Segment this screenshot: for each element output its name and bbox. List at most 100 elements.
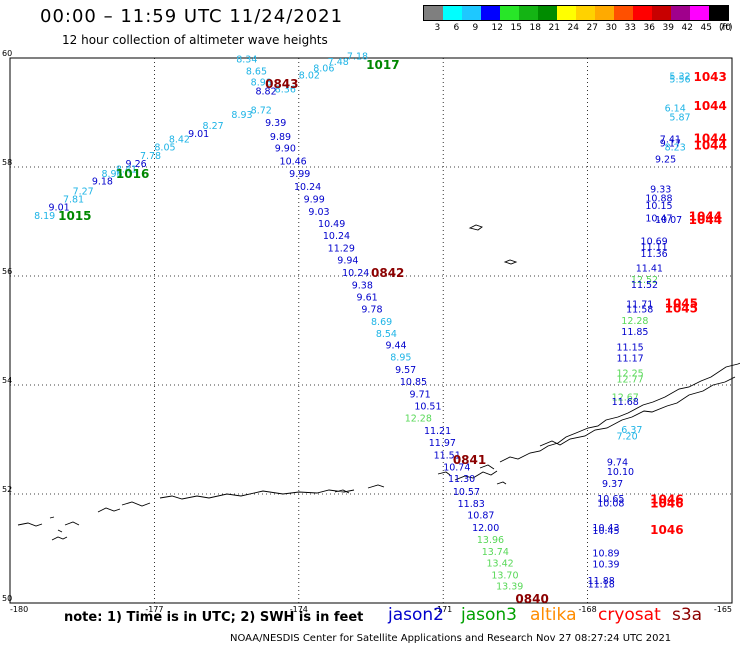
- wave-height-label: 11.30: [448, 474, 475, 485]
- colorbar-label: 21: [548, 23, 560, 33]
- wave-height-label: 9.57: [395, 365, 416, 376]
- colorbar-label: 15: [510, 23, 522, 33]
- wave-height-label: 7.78: [140, 151, 161, 162]
- wave-height-label: 10.87: [467, 511, 494, 522]
- satellite-altika: altika: [530, 605, 577, 625]
- wave-height-label: 11.29: [328, 243, 355, 254]
- wave-height-label: 8.98: [251, 77, 272, 88]
- colorbar-label: 6: [453, 23, 460, 33]
- wave-height-label: 8.02: [299, 71, 320, 82]
- wave-height-label: 11.68: [612, 397, 639, 408]
- pass-time-label: 1044: [689, 213, 722, 227]
- map-subtitle: 12 hour collection of altimeter wave hei…: [62, 33, 328, 47]
- wave-height-label: 12.52: [631, 275, 658, 286]
- colorbar-swatch: [424, 6, 443, 20]
- wave-height-label: 7.18: [347, 52, 368, 63]
- coast-pribilof-1: [468, 224, 483, 231]
- wave-height-label: 9.44: [385, 340, 406, 351]
- wave-height-label: 9.01: [188, 129, 209, 140]
- wave-height-label: 10.07: [655, 215, 682, 226]
- pass-time-label: 1016: [116, 167, 149, 181]
- wave-height-label: 8.19: [34, 211, 55, 222]
- colorbar-label: 39: [662, 23, 674, 33]
- wave-height-label: 11.85: [621, 327, 648, 338]
- colorbar-swatch: [576, 6, 595, 20]
- wave-height-label: 10.57: [453, 487, 480, 498]
- wave-height-label: 10.24: [294, 182, 321, 193]
- wave-height-label: 10.49: [318, 219, 345, 230]
- lat-label: 58: [2, 158, 12, 167]
- colorbar-unit: (ft): [719, 23, 733, 33]
- colorbar-swatch: [481, 6, 500, 20]
- colorbar-label: 70: [719, 23, 731, 33]
- wave-height-label: 6.14: [665, 103, 686, 114]
- colorbar-swatch: [633, 6, 652, 20]
- wave-height-label: 8.41: [116, 164, 137, 175]
- wave-height-label: 11.41: [636, 264, 663, 275]
- satellite-jason3: jason3: [461, 605, 517, 625]
- wave-height-label: 10.39: [592, 560, 619, 571]
- colorbar-swatch: [671, 6, 690, 20]
- wave-height-label: 8.23: [665, 143, 686, 154]
- colorbar-label: 9: [472, 23, 479, 33]
- wave-height-label: 13.74: [482, 547, 509, 558]
- wave-height-label: 10.65: [597, 494, 624, 505]
- wave-height-label: 11.15: [616, 343, 643, 354]
- wave-height-label: 9.78: [361, 305, 382, 316]
- wave-height-label: 9.37: [602, 479, 623, 490]
- wave-height-label: 12.00: [472, 523, 499, 534]
- wave-height-label: 9.33: [650, 185, 671, 196]
- wave-height-label: 7.27: [73, 186, 94, 197]
- pass-time-label: 1044: [693, 99, 726, 113]
- pass-time-label: 1046: [650, 523, 683, 537]
- wave-height-label: 9.71: [410, 390, 431, 401]
- colorbar-label: 45: [700, 23, 712, 33]
- lat-label: 52: [2, 485, 12, 494]
- colorbar-swatch: [462, 6, 481, 20]
- wave-height-label: 9.01: [49, 203, 70, 214]
- wave-height-label: 11.71: [626, 300, 653, 311]
- wave-height-label: 9.17: [660, 138, 681, 149]
- wave-height-label: 11.88: [588, 576, 615, 587]
- lat-label: 60: [2, 49, 12, 58]
- coast-pribilof-2: [503, 259, 518, 265]
- coast-aleutian-west: [17, 484, 385, 541]
- wave-height-label: 12.28: [621, 316, 648, 327]
- wave-height-label: 8.34: [236, 54, 257, 65]
- colorbar-label: 27: [586, 23, 598, 33]
- wave-height-label: 10.85: [400, 377, 427, 388]
- wave-height-label: 8.54: [376, 329, 397, 340]
- wave-height-label: 8.42: [169, 134, 190, 145]
- wave-height-label: 11.21: [424, 426, 451, 437]
- lat-label: 50: [2, 594, 12, 603]
- pass-time-label: 0840: [515, 592, 548, 606]
- wave-height-label: 8.72: [251, 106, 272, 117]
- pass-time-label: 1046: [650, 492, 683, 506]
- wave-height-label: 5.32: [669, 71, 690, 82]
- coast-alaska-peninsula: [539, 376, 736, 447]
- colorbar-swatch: [709, 6, 728, 20]
- wave-height-label: 8.82: [255, 87, 276, 98]
- colorbar-swatch: [500, 6, 519, 20]
- colorbar-swatch: [690, 6, 709, 20]
- wave-height-label: 13.42: [487, 558, 514, 569]
- wave-height-label: 10.43: [592, 523, 619, 534]
- colorbar-legend: 3 6 9 12 15 18 21 24 27 30 33 36 39 42 45 70 (ft): [423, 5, 733, 35]
- wave-height-label: 10.69: [641, 236, 668, 247]
- wave-height-label: 12.67: [612, 392, 639, 403]
- wave-height-label: 10.47: [645, 214, 672, 225]
- wave-height-label: 7.81: [63, 194, 84, 205]
- wave-height-label: 10.88: [645, 193, 672, 204]
- wave-height-label: 12.25: [616, 368, 643, 379]
- pass-time-label: 1044: [693, 131, 726, 145]
- pass-time-label: 1017: [366, 58, 399, 72]
- wave-height-label: 7.48: [328, 57, 349, 68]
- satellite-jason2: jason2: [388, 605, 444, 625]
- lon-label: -165: [714, 605, 732, 614]
- colorbar-label: 24: [567, 23, 579, 33]
- pass-time-label: 1044: [693, 139, 726, 153]
- wave-height-label: 10.89: [592, 549, 619, 560]
- satellite-cryosat: cryosat: [598, 605, 661, 625]
- wave-height-label: 11.36: [641, 249, 668, 260]
- wave-height-label: 13.96: [477, 535, 504, 546]
